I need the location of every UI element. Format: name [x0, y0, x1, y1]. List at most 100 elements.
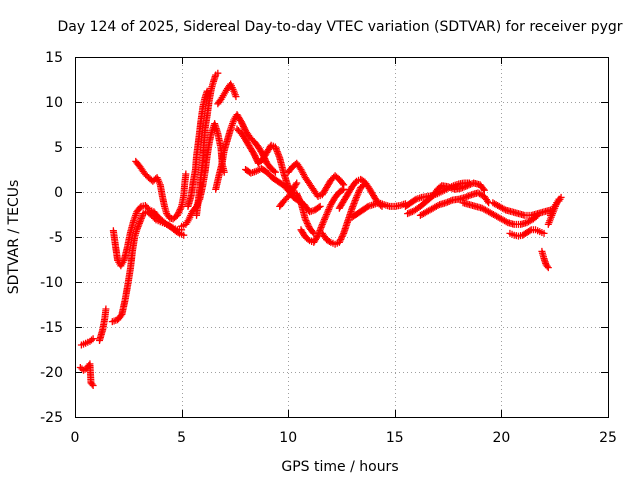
- data-point-marker: [434, 202, 442, 209]
- data-point-marker: [355, 188, 363, 196]
- data-point-marker: [338, 234, 345, 242]
- data-point-marker: [271, 168, 279, 176]
- data-point-marker: [318, 220, 326, 228]
- data-point-marker: [293, 190, 301, 198]
- data-point-marker: [462, 182, 470, 190]
- data-point-marker: [407, 208, 415, 216]
- data-point-marker: [466, 191, 474, 199]
- data-point-marker: [557, 193, 565, 201]
- data-point-marker: [321, 214, 329, 222]
- data-point-marker: [252, 153, 260, 161]
- series-arc-c: [96, 305, 110, 344]
- y-tick-label: -10: [40, 275, 63, 291]
- x-tick-label: 20: [492, 430, 510, 446]
- y-tick-label: -25: [40, 410, 63, 426]
- series-arc-u: [404, 179, 488, 218]
- data-point-marker: [214, 69, 222, 77]
- x-tick-label: 5: [177, 430, 186, 446]
- data-point-marker: [484, 197, 492, 205]
- data-point-marker: [180, 231, 188, 239]
- data-point-marker: [323, 211, 331, 218]
- axis-ticks: 0 5 10 15 20 25 15 10 5 0 -5 -10 -15 -20 -25: [40, 50, 617, 446]
- data-point-marker: [447, 184, 455, 192]
- series-arc-d: [108, 208, 186, 326]
- data-point-marker: [354, 190, 362, 198]
- data-point-marker: [182, 170, 190, 178]
- data-point-marker: [458, 184, 466, 192]
- data-point-marker: [251, 152, 259, 160]
- data-point-marker: [444, 183, 452, 191]
- series-arc-o: [297, 185, 348, 246]
- data-point-marker: [337, 235, 345, 243]
- y-tick-label: -20: [40, 365, 63, 381]
- data-point-marker: [309, 228, 317, 236]
- data-point-marker: [239, 122, 247, 130]
- data-point-marker: [363, 203, 371, 211]
- grid-lines: [75, 57, 608, 417]
- data-point-marker: [238, 119, 246, 127]
- series-arc-e: [109, 202, 188, 270]
- y-tick-label: 15: [45, 50, 63, 66]
- data-point-marker: [355, 187, 363, 195]
- data-point-marker: [442, 199, 450, 207]
- data-point-marker: [445, 197, 453, 205]
- data-point-marker: [177, 204, 185, 212]
- data-point-marker: [319, 219, 327, 227]
- data-point-marker: [479, 185, 487, 193]
- data-point-marker: [237, 118, 245, 126]
- y-tick-label: 5: [54, 140, 63, 156]
- data-point-marker: [457, 184, 465, 192]
- data-point-marker: [323, 209, 331, 217]
- series-arc-s: [348, 199, 409, 221]
- data-point-marker: [339, 179, 347, 187]
- data-point-marker: [302, 217, 310, 224]
- data-point-marker: [324, 207, 332, 215]
- data-point-marker: [174, 229, 182, 236]
- data-point-marker: [465, 181, 473, 189]
- x-tick-label: 15: [386, 430, 404, 446]
- data-point-marker: [335, 238, 343, 246]
- data-point-marker: [174, 210, 182, 218]
- data-point-marker: [293, 191, 301, 199]
- data-point-marker: [203, 87, 211, 95]
- y-tick-label: -5: [49, 230, 63, 246]
- data-point-marker: [326, 202, 334, 210]
- data-point-marker: [464, 192, 472, 200]
- data-point-marker: [310, 229, 318, 237]
- data-point-marker: [301, 215, 309, 223]
- x-axis-label: GPS time / hours: [281, 459, 398, 475]
- data-point-marker: [404, 210, 412, 218]
- data-point-marker: [303, 220, 311, 227]
- data-point-marker: [250, 150, 258, 158]
- data-point-marker: [480, 186, 488, 194]
- data-point-marker: [270, 167, 278, 175]
- data-point-marker: [463, 182, 471, 190]
- data-point-marker: [336, 237, 344, 245]
- data-point-marker: [294, 193, 302, 201]
- data-point-marker: [461, 193, 469, 201]
- data-point-marker: [252, 155, 260, 163]
- series-arc-p: [276, 188, 318, 237]
- data-point-marker: [303, 218, 311, 226]
- y-axis-label: SDTVAR / TECUs: [6, 180, 22, 295]
- data-point-marker: [89, 382, 97, 389]
- data-point-marker: [500, 205, 508, 213]
- data-point-marker: [175, 207, 183, 215]
- x-tick-label: 0: [71, 430, 80, 446]
- series-arc-a: [77, 335, 97, 349]
- data-point-marker: [353, 192, 361, 200]
- data-point-marker: [325, 206, 333, 214]
- data-point-marker: [292, 180, 300, 188]
- series-arc-i: [184, 87, 211, 210]
- series-arc-bb: [546, 193, 565, 219]
- data-point-marker: [175, 208, 183, 216]
- data-point-marker: [320, 215, 328, 223]
- y-tick-label: 10: [45, 95, 63, 111]
- data-point-marker: [296, 197, 304, 205]
- data-point-marker: [526, 227, 534, 235]
- data-point-marker: [338, 232, 346, 240]
- data-point-marker: [444, 198, 452, 206]
- data-point-marker: [315, 203, 323, 211]
